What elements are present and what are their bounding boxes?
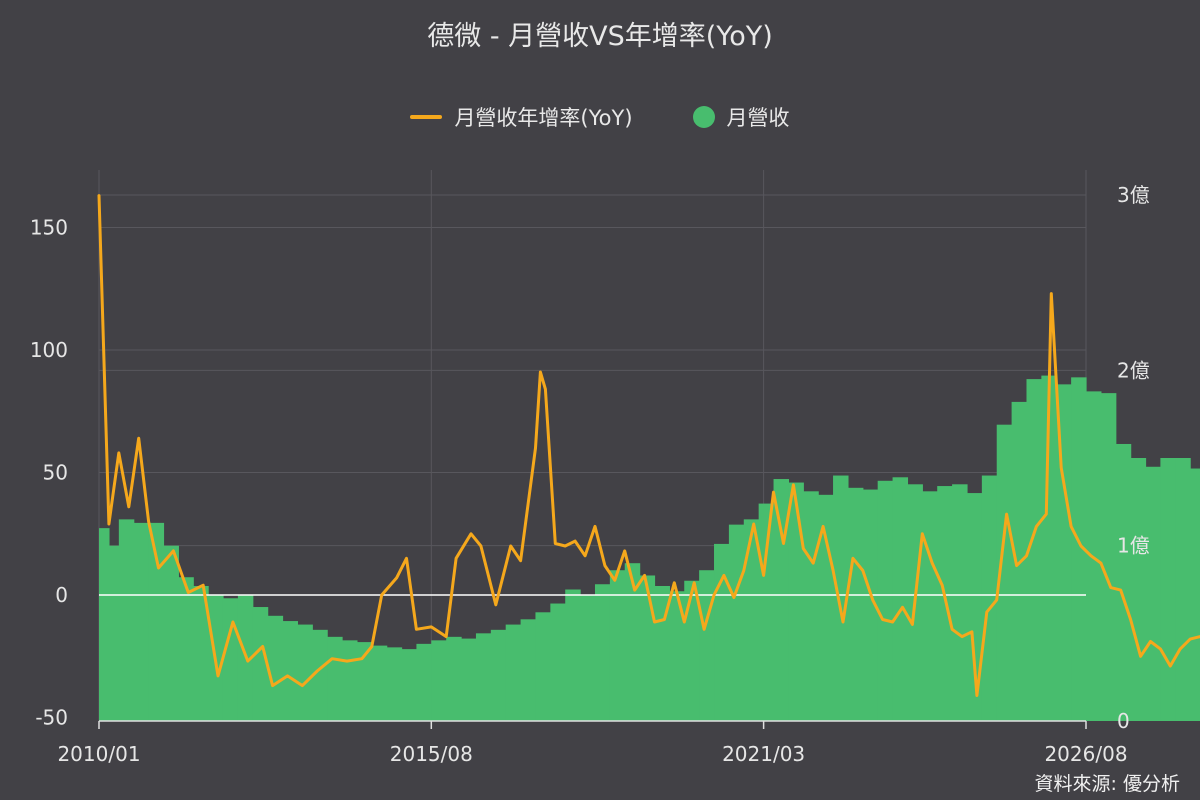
revenue-bar <box>714 543 730 721</box>
revenue-bar <box>416 643 432 721</box>
y-left-tick-label: -50 <box>35 706 68 730</box>
revenue-bar <box>669 591 685 721</box>
revenue-bar <box>401 649 418 721</box>
legend-line-swatch <box>410 115 443 119</box>
revenue-bar <box>743 519 760 721</box>
revenue-bar <box>490 629 507 721</box>
legend-dot-swatch <box>692 106 715 128</box>
revenue-bar <box>312 629 328 721</box>
revenue-bar <box>1100 393 1117 721</box>
revenue-bar <box>118 519 135 721</box>
revenue-bar <box>267 615 284 721</box>
revenue-bar <box>1130 458 1147 721</box>
revenue-bar <box>1175 458 1191 721</box>
x-axis: 2010/01 2015/08 2021/03 2026/08 <box>57 721 1128 766</box>
revenue-bar <box>922 491 938 721</box>
revenue-bar <box>580 594 596 721</box>
x-tick-label: 2021/03 <box>722 742 805 766</box>
revenue-bars <box>99 375 1200 721</box>
y-right-tick-label: 2億 <box>1117 358 1150 382</box>
revenue-bar <box>803 491 819 721</box>
legend-item-revenue[interactable]: 月營收 <box>692 102 790 132</box>
x-tick-label: 2015/08 <box>390 742 473 766</box>
revenue-bar <box>178 577 194 721</box>
revenue-bar <box>356 642 373 721</box>
revenue-bar <box>133 522 150 721</box>
revenue-bar <box>952 484 968 721</box>
legend-label-yoy: 月營收年增率(YoY) <box>454 106 633 130</box>
revenue-bar <box>99 528 110 721</box>
revenue-bar <box>193 585 209 721</box>
revenue-bar <box>699 570 715 721</box>
revenue-bar <box>609 570 626 721</box>
yoy-line <box>97 194 1200 697</box>
revenue-bar <box>1041 375 1057 721</box>
revenue-bar <box>327 636 343 721</box>
revenue-bar <box>1160 458 1176 721</box>
revenue-bar <box>624 563 641 721</box>
revenue-bar <box>996 424 1013 721</box>
data-source: 資料來源: 優分析 <box>1034 773 1180 795</box>
revenue-bar <box>773 479 790 721</box>
y-right-tick-label: 0 <box>1117 709 1130 733</box>
revenue-bar <box>684 580 700 721</box>
revenue-bar <box>371 645 388 721</box>
revenue-bar <box>1071 377 1087 721</box>
revenue-bar <box>252 607 269 721</box>
y-left-tick-label: 0 <box>55 583 68 607</box>
revenue-bar <box>847 487 864 721</box>
x-tick-label: 2010/01 <box>57 742 140 766</box>
y-right-tick-label: 1億 <box>1117 534 1150 558</box>
y-axis-left: 150 100 50 0 -50 <box>30 216 68 730</box>
revenue-bar <box>862 489 879 721</box>
legend-item-yoy[interactable]: 月營收年增率(YoY) <box>410 102 633 132</box>
revenue-bar <box>594 584 611 721</box>
y-right-tick-label: 3億 <box>1117 183 1150 207</box>
revenue-bar <box>431 640 447 721</box>
revenue-bar <box>758 503 775 721</box>
revenue-bar <box>728 524 745 721</box>
legend: 月營收年增率(YoY) 月營收 <box>0 102 1200 132</box>
revenue-bar <box>565 589 581 721</box>
revenue-bar <box>1145 466 1161 721</box>
revenue-bar <box>505 624 522 721</box>
revenue-bar <box>1115 443 1132 721</box>
revenue-bar <box>446 636 462 721</box>
chart-title: 德微 - 月營收VS年增率(YoY) <box>427 21 773 52</box>
revenue-bar <box>282 621 298 721</box>
y-left-tick-label: 50 <box>43 461 68 485</box>
y-axis-right: 3億 2億 1億 0 <box>1117 183 1150 733</box>
revenue-bar <box>966 493 983 721</box>
x-tick-label: 2026/08 <box>1044 742 1127 766</box>
revenue-bar <box>163 545 179 721</box>
revenue-bar <box>342 640 358 721</box>
revenue-bar <box>981 475 998 721</box>
revenue-bar <box>1026 379 1042 721</box>
revenue-bar <box>535 612 551 721</box>
revenue-bar <box>520 619 537 721</box>
revenue-bar <box>108 545 120 721</box>
revenue-bar <box>222 598 239 721</box>
revenue-bar <box>1190 468 1200 721</box>
revenue-bar <box>461 638 477 721</box>
revenue-bar <box>475 633 492 721</box>
revenue-bar <box>892 477 909 721</box>
legend-label-revenue: 月營收 <box>726 106 790 130</box>
revenue-bar <box>297 624 313 721</box>
revenue-bar <box>550 603 566 721</box>
revenue-bar <box>788 482 804 721</box>
revenue-bar <box>148 522 165 721</box>
revenue-bar <box>386 647 403 721</box>
y-left-tick-label: 150 <box>30 216 68 240</box>
revenue-bar <box>877 480 894 721</box>
revenue-bar <box>818 494 834 721</box>
y-left-tick-label: 100 <box>30 338 68 362</box>
revenue-bar <box>833 475 849 721</box>
revenue-bar <box>639 575 656 721</box>
